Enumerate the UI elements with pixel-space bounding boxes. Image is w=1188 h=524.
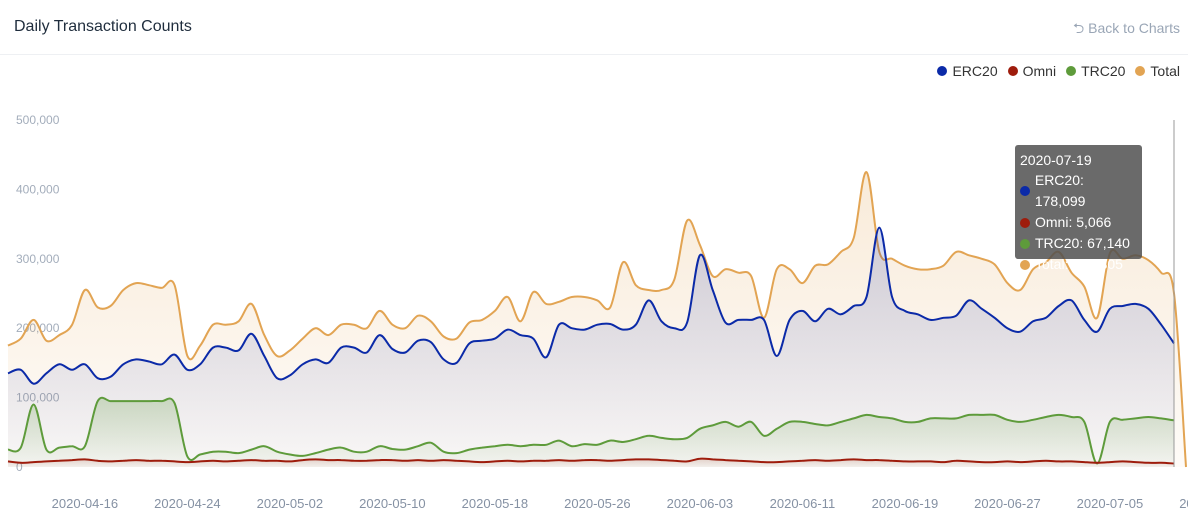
x-tick-label: 2020-06-11 (770, 496, 836, 511)
x-tick-label: 2020-05-02 (257, 496, 324, 511)
series-line-erc20[interactable] (7, 226, 1175, 385)
y-tick-label: 400,000 (16, 182, 60, 196)
back-to-charts-button[interactable]: ⮌ Back to Charts (1073, 20, 1180, 36)
legend-item-omni[interactable]: Omni (1007, 63, 1057, 79)
x-tick-label: 2020-07-13 (1179, 496, 1188, 511)
tooltip-date: 2020-07-19 (1020, 152, 1092, 168)
tooltip-swatch-erc20 (1020, 186, 1030, 196)
return-arrow-icon: ⮌ (1072, 20, 1085, 36)
tooltip-value-erc20: ERC20: 178,099 (1034, 172, 1086, 209)
tooltip-value-omni: Omni: 5,066 (1035, 214, 1112, 230)
legend-label-total: Total (1150, 63, 1180, 79)
series-line-trc20[interactable] (7, 396, 1175, 465)
legend-swatch-erc20 (937, 66, 948, 76)
series-line-total[interactable] (7, 171, 1187, 468)
x-tick-label: 2020-04-24 (154, 496, 221, 511)
legend-label-omni: Omni (1022, 63, 1057, 79)
legend-item-trc20[interactable]: TRC20 (1066, 63, 1125, 79)
tooltip-row-total: Total: 250,305 (1020, 254, 1137, 275)
series-layer (7, 171, 1187, 468)
x-tick-label: 2020-06-27 (974, 496, 1041, 511)
chart-legend: ERC20 Omni TRC20 Total (937, 63, 1180, 79)
x-tick-label: 2020-07-05 (1077, 496, 1144, 511)
legend-label-trc20: TRC20 (1081, 63, 1126, 79)
chart-header: Daily Transaction Counts ⮌ Back to Chart… (0, 0, 1188, 55)
y-tick-label: 300,000 (16, 252, 60, 266)
back-to-charts-label: Back to Charts (1088, 20, 1180, 36)
tooltip-row-omni: Omni: 5,066 (1020, 212, 1137, 233)
tooltip-row-erc20: ERC20: 178,099 (1020, 170, 1137, 212)
legend-item-erc20[interactable]: ERC20 (937, 63, 998, 79)
area-trc20 (8, 397, 1174, 467)
x-tick-label: 2020-05-10 (359, 496, 426, 511)
x-axis: 2020-04-16 2020-04-24 2020-05-02 2020-05-10… (52, 496, 1188, 511)
x-tick-label: 2020-05-18 (462, 496, 529, 511)
legend-swatch-total (1135, 66, 1146, 76)
legend-label-erc20: ERC20 (952, 63, 998, 79)
x-tick-label: 2020-06-03 (667, 496, 734, 511)
tooltip-swatch-total (1020, 259, 1030, 270)
series-line-omni[interactable] (7, 457, 1175, 465)
tooltip-value-total: Total: 250,305 (1035, 256, 1123, 272)
x-tick-label: 2020-06-19 (872, 496, 939, 511)
tooltip-swatch-trc20 (1020, 238, 1030, 249)
tooltip-row-trc20: TRC20: 67,140 (1020, 233, 1137, 254)
y-tick-label: 500,000 (16, 113, 60, 127)
tooltip: 2020-07-19 ERC20: 178,099 Omni: 5,066 TR… (1015, 145, 1142, 272)
x-tick-label: 2020-04-16 (52, 496, 119, 511)
legend-swatch-trc20 (1066, 66, 1077, 76)
legend-swatch-omni (1007, 66, 1018, 76)
page-title: Daily Transaction Counts (14, 18, 192, 35)
legend-item-total[interactable]: Total (1135, 63, 1180, 79)
area-erc20 (8, 227, 1174, 467)
tooltip-swatch-omni (1020, 217, 1030, 228)
tooltip-value-trc20: TRC20: 67,140 (1035, 235, 1130, 251)
x-tick-label: 2020-05-26 (564, 496, 631, 511)
